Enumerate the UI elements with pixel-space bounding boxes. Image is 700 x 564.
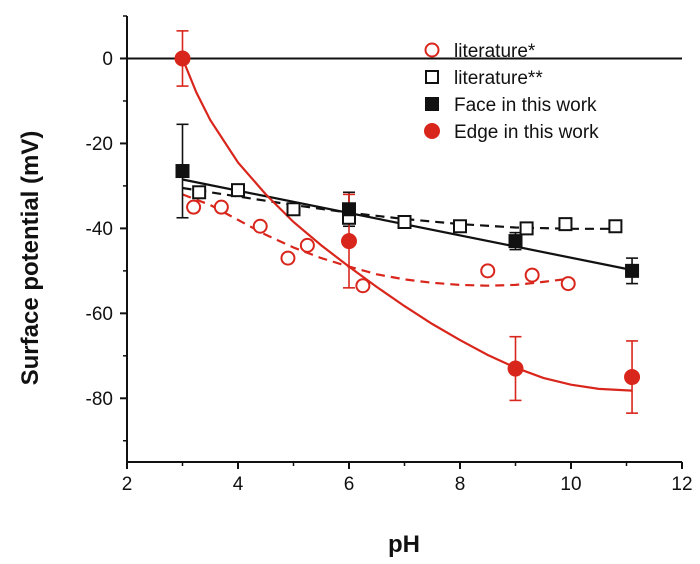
data-point-series-2	[625, 263, 640, 278]
data-point-series-0	[560, 276, 576, 292]
data-point-series-1	[608, 219, 623, 234]
data-point-series-0	[213, 199, 229, 215]
data-point-series-3	[507, 360, 524, 377]
fit-line-0	[182, 193, 572, 287]
data-point-series-1	[192, 185, 207, 200]
x-tick-label: 12	[671, 474, 692, 495]
data-point-series-3	[174, 50, 191, 67]
data-point-series-3	[341, 233, 357, 250]
data-point-series-0	[299, 237, 315, 253]
x-tick-label: 4	[233, 474, 244, 495]
data-point-series-1	[453, 219, 467, 234]
legend-marker	[424, 42, 440, 58]
axes: 2 4 6 8 10 12 0 -20 -40 -60 -80	[86, 15, 693, 495]
x-tick-label: 6	[344, 474, 355, 495]
legend-label: literature**	[454, 68, 543, 89]
data-point-series-0	[280, 250, 296, 266]
legend-label: Edge in this work	[454, 122, 599, 143]
y-tick-label: -80	[86, 389, 113, 410]
data-point-series-2	[342, 202, 356, 217]
y-tick-label: 0	[102, 49, 113, 70]
data-point-series-1	[286, 202, 301, 217]
x-tick-label: 10	[560, 474, 581, 495]
data-point-series-0	[355, 278, 371, 294]
y-tick-label: -60	[86, 304, 113, 325]
y-axis-label: Surface potential (mV)	[17, 131, 44, 386]
data-point-series-1	[519, 221, 534, 236]
x-tick-label: 2	[122, 474, 133, 495]
data-point-series-2	[175, 164, 190, 179]
data-point-series-0	[186, 199, 202, 215]
data-point-series-0	[480, 263, 496, 279]
data-point-series-0	[524, 267, 540, 283]
data-point-series-1	[558, 217, 573, 232]
legend-marker	[425, 70, 439, 84]
y-tick-label: -40	[86, 219, 113, 240]
fit-line-3	[181, 58, 633, 392]
x-tick-label: 8	[455, 474, 466, 495]
plot-area	[127, 30, 682, 414]
legend-label: Face in this work	[454, 95, 597, 116]
x-axis-label: pH	[388, 531, 420, 558]
legend-marker	[425, 97, 439, 111]
data-point-series-1	[231, 183, 245, 198]
legend-marker	[424, 123, 440, 139]
data-point-series-2	[508, 234, 523, 249]
y-tick-label: -20	[86, 134, 113, 155]
data-point-series-3	[624, 369, 641, 386]
legend-label: literature*	[454, 41, 536, 62]
data-point-series-0	[252, 218, 268, 234]
data-point-series-1	[397, 215, 412, 230]
legend: literature* literature** Face in this work…	[424, 41, 599, 143]
